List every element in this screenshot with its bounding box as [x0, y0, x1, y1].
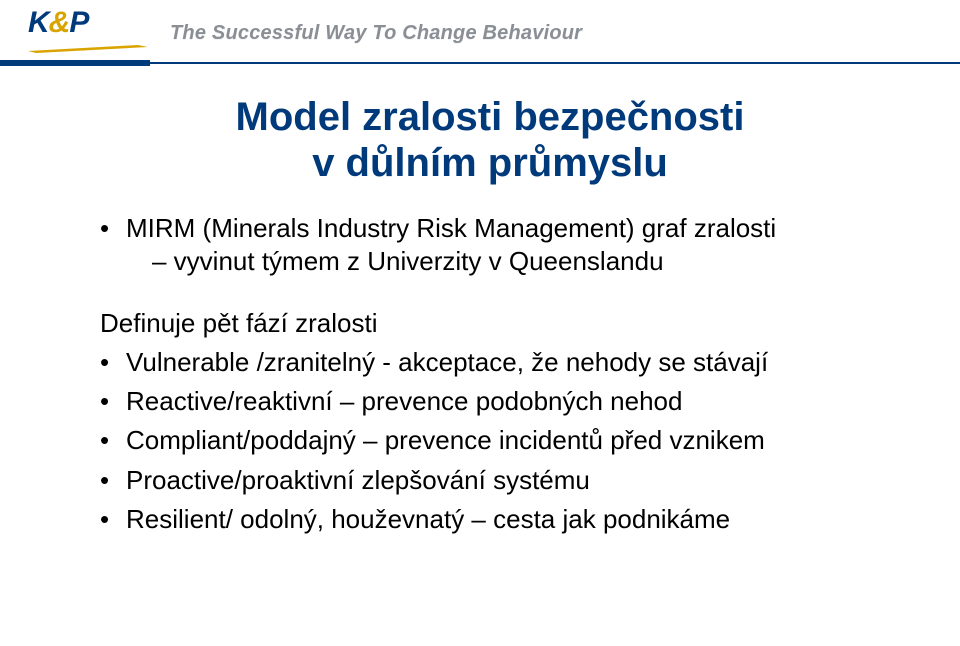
- title-line1: Model zralosti bezpečnosti: [236, 95, 745, 139]
- bullet-resilient: Resilient/ odolný, houževnatý – cesta ja…: [100, 503, 880, 536]
- intro-bullets: MIRM (Minerals Industry Risk Management)…: [100, 212, 880, 279]
- subhead: Definuje pět fází zralosti: [100, 307, 880, 340]
- bullet-vulnerable: Vulnerable /zranitelný - akceptace, že n…: [100, 346, 880, 379]
- bullet-mirm-line1: MIRM (Minerals Industry Risk Management)…: [126, 213, 776, 243]
- logo-text: K&P: [28, 6, 148, 40]
- logo: K&P: [28, 6, 148, 62]
- logo-k: K: [28, 6, 49, 39]
- bullet-reactive: Reactive/reaktivní – prevence podobných …: [100, 385, 880, 418]
- bullet-mirm: MIRM (Minerals Industry Risk Management)…: [100, 212, 880, 279]
- bullet-compliant: Compliant/poddajný – prevence incidentů …: [100, 424, 880, 457]
- bullet-mirm-line2: – vyvinut týmem z Univerzity v Queenslan…: [126, 245, 880, 278]
- logo-p: P: [69, 6, 88, 39]
- logo-underline: [28, 45, 148, 53]
- header-divider: [0, 60, 960, 66]
- header: K&P The Successful Way To Change Behavio…: [0, 0, 960, 68]
- phase-bullets: Vulnerable /zranitelný - akceptace, že n…: [100, 346, 880, 536]
- bullet-proactive: Proactive/proaktivní zlepšování systému: [100, 464, 880, 497]
- content: Model zralosti bezpečnosti v důlním prům…: [100, 94, 880, 542]
- gap: [100, 285, 880, 307]
- tagline: The Successful Way To Change Behaviour: [170, 22, 582, 45]
- slide-title: Model zralosti bezpečnosti v důlním prům…: [100, 94, 880, 186]
- slide: { "header": { "logo_text_1": "K", "logo_…: [0, 0, 960, 646]
- logo-amp: &: [49, 6, 70, 39]
- title-line2: v důlním průmyslu: [312, 141, 668, 185]
